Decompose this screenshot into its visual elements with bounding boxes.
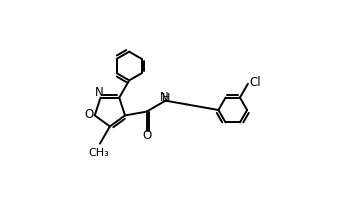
Text: H: H	[162, 93, 171, 103]
Text: N: N	[95, 86, 104, 99]
Text: O: O	[142, 129, 151, 142]
Text: Cl: Cl	[249, 76, 261, 89]
Text: CH₃: CH₃	[88, 148, 109, 158]
Text: N: N	[160, 91, 169, 104]
Text: O: O	[84, 109, 94, 122]
